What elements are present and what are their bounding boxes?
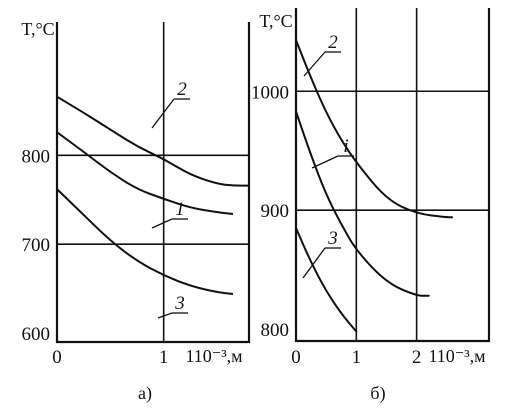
panel-a: 600 700 800 0 1 T,°C 110⁻³,м а) 2 1 3: [21, 19, 251, 404]
curve-label-1: 1: [175, 199, 185, 220]
curve-3: [56, 188, 234, 295]
leader-line: [151, 98, 175, 129]
x-tick-label: 2: [412, 347, 422, 368]
curve-2: [56, 95, 249, 187]
curve-2: [295, 39, 453, 219]
leader-line: [311, 155, 339, 169]
x-tick-label: 1: [352, 347, 362, 368]
curve-label-1: i: [343, 136, 348, 157]
x-tick-label: 1: [159, 347, 169, 368]
y-tick-label: 700: [22, 235, 51, 256]
x-tick-label: 0: [52, 347, 62, 368]
leader-line: [302, 247, 326, 279]
y-axis-title: T,°C: [259, 11, 292, 31]
y-tick-label: 800: [22, 146, 51, 167]
y-tick-label: 600: [22, 324, 51, 345]
curve-label-3: 3: [327, 228, 338, 249]
curve-1: [56, 131, 234, 215]
y-axis-title: T,°C: [21, 19, 54, 39]
curve-1: [295, 111, 430, 297]
panel-label: а): [138, 383, 152, 404]
curve-label-3: 3: [174, 293, 185, 314]
axes-frame: [294, 8, 491, 343]
curve-label-2: 2: [328, 32, 338, 53]
curve-3: [295, 227, 358, 333]
axes-frame: [55, 22, 251, 344]
panel-label: б): [370, 383, 385, 404]
curve-label-2: 2: [177, 79, 187, 100]
y-tick-label: 1000: [251, 82, 289, 103]
leader-line: [151, 218, 173, 229]
x-axis-title: 110⁻³,м: [428, 346, 485, 366]
y-tick-label: 900: [261, 201, 290, 222]
x-axis-title: 110⁻³,м: [185, 346, 242, 366]
leader-line: [157, 312, 173, 319]
y-tick-label: 800: [261, 320, 290, 341]
x-tick-label: 0: [291, 347, 301, 368]
leader-line: [303, 51, 326, 77]
panel-b: 800 900 1000 0 1 2 T,°C 110⁻³,м б) 2 i 3: [251, 8, 491, 404]
